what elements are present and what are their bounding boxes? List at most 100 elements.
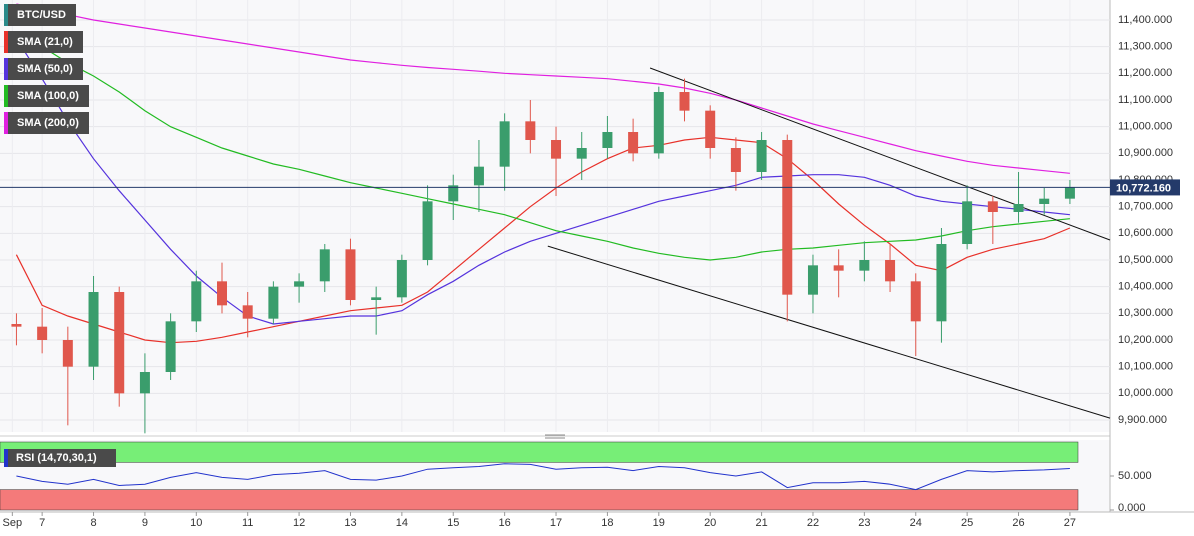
y-tick-label: 10,700.000 (1118, 201, 1173, 213)
candle-body (11, 324, 22, 327)
candle-body (37, 326, 48, 340)
candle-body (833, 265, 844, 271)
candle-body (268, 286, 279, 319)
y-tick-label: 11,300.000 (1118, 41, 1172, 53)
x-tick-label: 11 (242, 517, 253, 529)
candle-body (987, 201, 998, 212)
x-tick-label: 15 (447, 517, 459, 529)
x-tick-label: 27 (1064, 517, 1076, 529)
candle-body (139, 372, 150, 394)
y-tick-label: 10,500.000 (1118, 254, 1173, 266)
candle-body (936, 244, 947, 322)
sma-line (16, 35, 1070, 261)
candle-body (653, 92, 664, 154)
candle-body (319, 249, 330, 282)
x-tick-label: Sep (3, 517, 23, 529)
sma-line (16, 3, 1070, 174)
candle-body (705, 110, 716, 148)
x-tick-label: 19 (653, 517, 665, 529)
candle-body (1013, 204, 1024, 212)
candle-body (756, 140, 767, 172)
x-tick-label: 12 (293, 517, 305, 529)
candle-body (114, 292, 125, 394)
trend-line (649, 67, 1111, 241)
x-tick-label: 20 (704, 517, 716, 529)
y-tick-label: 11,400.000 (1118, 14, 1172, 26)
y-tick-label: 10,900.000 (1118, 147, 1173, 159)
y-tick-label: 11,000.000 (1118, 121, 1172, 133)
legend-item: SMA (21,0) (4, 31, 83, 53)
oversold-band (0, 489, 1079, 511)
candle-body (859, 260, 870, 271)
plot-bg (0, 0, 1110, 432)
candle-body (1039, 198, 1050, 204)
x-tick-label: 10 (190, 517, 202, 529)
rsi-label-bg (4, 449, 116, 467)
x-tick-label: 24 (910, 517, 922, 529)
x-tick-label: 25 (961, 517, 973, 529)
rsi-line (16, 463, 1070, 491)
candle-body (628, 132, 639, 154)
candle-body (448, 185, 459, 202)
rsi-label-mark (4, 449, 8, 467)
trend-line (547, 245, 1111, 419)
y-tick-label: 10,200.000 (1118, 334, 1173, 346)
candle-body (910, 281, 921, 322)
y-tick-label: 10,300.000 (1118, 307, 1173, 319)
candle-body (191, 281, 202, 322)
last-price-label: 10,772.160 (1116, 182, 1171, 194)
candle-body (679, 92, 690, 111)
candle-body (1064, 187, 1075, 199)
rsi-tick-label: 50.000 (1118, 470, 1152, 482)
candle-body (782, 140, 793, 295)
x-tick-label: 22 (807, 517, 819, 529)
y-tick-label: 9,900.000 (1118, 414, 1167, 426)
candle-body (551, 140, 562, 159)
y-tick-label: 10,400.000 (1118, 281, 1173, 293)
x-tick-label: 26 (1012, 517, 1024, 529)
x-tick-label: 9 (142, 517, 148, 529)
y-tick-label: 10,600.000 (1118, 227, 1173, 239)
candle-body (165, 321, 176, 372)
legend-item: SMA (50,0) (4, 58, 83, 80)
candle-body (422, 201, 433, 260)
candle-body (62, 340, 73, 367)
candle-body (473, 166, 484, 186)
y-tick-label: 11,100.000 (1118, 94, 1172, 106)
candle-body (576, 148, 587, 159)
last-price-tag (1110, 179, 1180, 196)
candle-body (217, 281, 227, 306)
x-tick-label: 21 (755, 517, 767, 529)
sma-line (15, 136, 1071, 344)
x-tick-label: 13 (344, 517, 356, 529)
candle-body (602, 132, 613, 148)
candle-body (807, 265, 818, 295)
y-tick-label: 11,200.000 (1118, 67, 1172, 79)
candle-body (371, 297, 382, 300)
candle-body (242, 305, 253, 319)
x-tick-label: 7 (39, 517, 45, 529)
rsi-label: RSI (14,70,30,1) (16, 452, 97, 464)
x-tick-label: 16 (499, 517, 511, 529)
candle-body (525, 121, 536, 140)
candle-body (885, 260, 896, 282)
x-tick-label: 14 (396, 517, 408, 529)
rsi-tick-label: 0.000 (1118, 502, 1146, 514)
candle-body (396, 260, 407, 298)
legend-symbol: BTC/USD (4, 4, 76, 26)
candle-body (88, 292, 99, 367)
legend-item: SMA (200,0) (4, 112, 89, 134)
overbought-band (0, 441, 1079, 463)
candle-body (730, 148, 741, 172)
candle-body (962, 201, 973, 244)
x-tick-label: 8 (90, 517, 96, 529)
candle-body (294, 281, 305, 287)
y-tick-label: 10,000.000 (1118, 387, 1173, 399)
y-tick-label: 10,100.000 (1118, 361, 1173, 373)
candle-body (345, 249, 356, 300)
x-tick-label: 23 (858, 517, 870, 529)
x-tick-label: 18 (601, 517, 613, 529)
x-tick-label: 17 (550, 517, 562, 529)
